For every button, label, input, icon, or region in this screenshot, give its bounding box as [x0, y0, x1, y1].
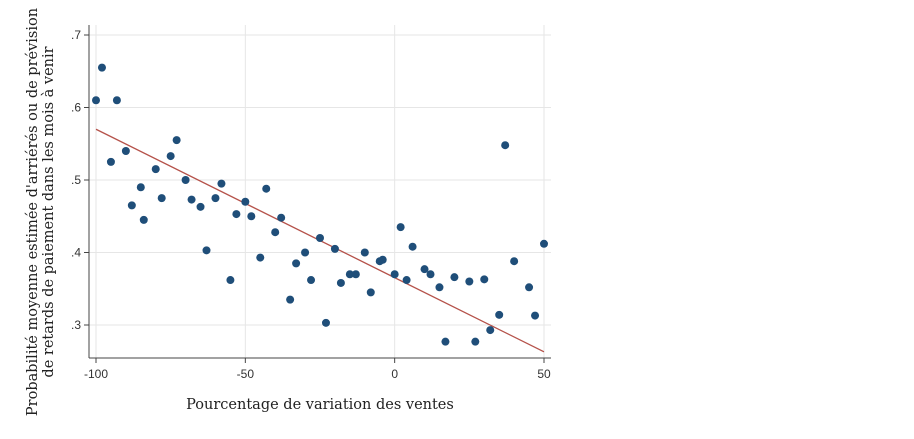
- x-axis-label: Pourcentage de variation des ventes: [186, 397, 454, 413]
- data-point: [112, 96, 121, 105]
- data-point: [480, 275, 489, 284]
- data-point: [241, 197, 250, 206]
- data-point: [345, 270, 354, 279]
- data-point: [127, 201, 136, 210]
- data-point: [525, 283, 534, 292]
- data-point: [277, 213, 286, 222]
- y-tick-labels: .3 .4 .5 .6 .7: [71, 28, 81, 332]
- data-point: [256, 253, 265, 262]
- data-point: [181, 176, 190, 184]
- data-point: [97, 63, 106, 72]
- y-tick-label: .6: [71, 101, 81, 115]
- data-point: [540, 239, 548, 248]
- data-point: [166, 152, 175, 161]
- data-point: [390, 270, 399, 279]
- y-tick-label: .4: [71, 246, 81, 260]
- data-point: [121, 147, 130, 155]
- data-point: [321, 318, 330, 327]
- data-point: [366, 288, 375, 297]
- data-point: [316, 234, 324, 242]
- data-point: [465, 277, 474, 286]
- data-point: [501, 141, 510, 150]
- y-axis-label-line-1: Probabilité moyenne estimée d'arriérés o…: [25, 8, 41, 416]
- data-point: [360, 248, 369, 257]
- data-point: [232, 210, 241, 219]
- data-point: [247, 212, 256, 221]
- data-point: [136, 183, 145, 192]
- data-point: [196, 202, 205, 211]
- data-point: [187, 195, 196, 204]
- grid-lines: [89, 25, 551, 358]
- data-point: [292, 259, 301, 268]
- data-point: [402, 276, 411, 285]
- data-point: [441, 337, 450, 346]
- data-point: [202, 246, 211, 255]
- data-point: [420, 265, 429, 274]
- data-point: [330, 244, 339, 253]
- y-tick-label: .3: [71, 318, 81, 332]
- data-point: [486, 326, 495, 335]
- data-point: [351, 270, 360, 279]
- data-point: [217, 179, 226, 188]
- data-point: [151, 165, 160, 174]
- data-point: [172, 136, 181, 145]
- y-axis-label-line-2: de retards de paiement dans les mois à v…: [40, 46, 57, 377]
- x-tick-label: -100: [84, 367, 108, 381]
- data-point: [396, 223, 405, 232]
- data-point: [531, 311, 540, 320]
- data-point: [211, 194, 220, 203]
- data-point: [226, 276, 235, 285]
- y-tick-label: .5: [71, 173, 81, 187]
- data-point: [471, 337, 480, 346]
- data-point: [271, 228, 280, 237]
- y-tick-label: .7: [71, 28, 81, 42]
- data-point: [106, 157, 115, 166]
- x-tick-label: 50: [537, 367, 551, 381]
- data-point: [336, 278, 345, 287]
- y-axis-label: Probabilité moyenne estimée d'arriérés o…: [25, 8, 57, 416]
- data-point: [435, 283, 444, 292]
- data-point: [262, 184, 271, 193]
- data-point: [450, 273, 459, 282]
- data-point: [92, 96, 100, 105]
- data-point: [307, 276, 316, 285]
- data-point: [408, 242, 417, 251]
- data-point: [286, 295, 295, 304]
- x-tick-label: -50: [237, 367, 255, 381]
- data-point: [378, 255, 387, 264]
- data-point: [157, 194, 166, 203]
- data-point: [495, 310, 504, 319]
- data-point: [426, 270, 435, 279]
- x-tick-label: 0: [391, 367, 398, 381]
- data-point: [301, 248, 310, 257]
- data-points: [92, 63, 548, 346]
- data-point: [510, 257, 519, 266]
- data-point: [139, 215, 148, 224]
- axes: [84, 25, 551, 363]
- x-tick-labels: -100 -50 0 50: [84, 367, 551, 381]
